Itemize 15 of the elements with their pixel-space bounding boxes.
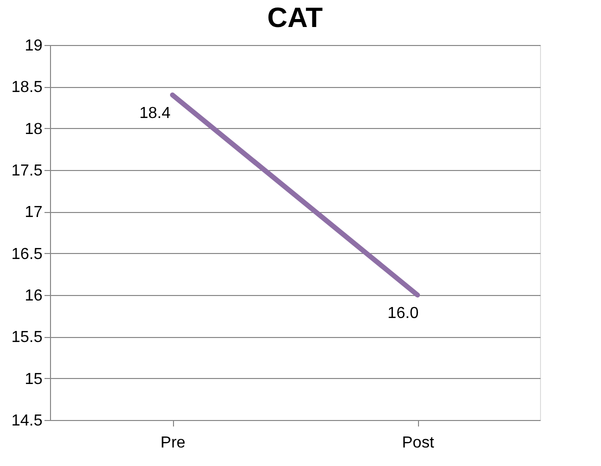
y-tick-label: 14.5 <box>11 412 43 430</box>
y-tick-label: 18 <box>24 120 43 138</box>
x-tick-label: Post <box>402 434 435 452</box>
y-tick-label: 16.5 <box>11 246 43 263</box>
data-label: 18.4 <box>139 105 171 122</box>
data-label: 16.0 <box>388 305 419 322</box>
y-tick-label: 17 <box>24 204 43 222</box>
chart-title: CAT <box>267 2 323 33</box>
y-tick-label: 15 <box>24 370 43 388</box>
y-tick-label: 18.5 <box>11 79 43 96</box>
y-tick-label: 15.5 <box>11 329 43 346</box>
y-tick-label: 16 <box>24 288 43 304</box>
y-tick-label: 19 <box>24 38 43 54</box>
x-tick-label: Pre <box>160 434 186 452</box>
y-tick-label: 17.5 <box>11 162 43 180</box>
